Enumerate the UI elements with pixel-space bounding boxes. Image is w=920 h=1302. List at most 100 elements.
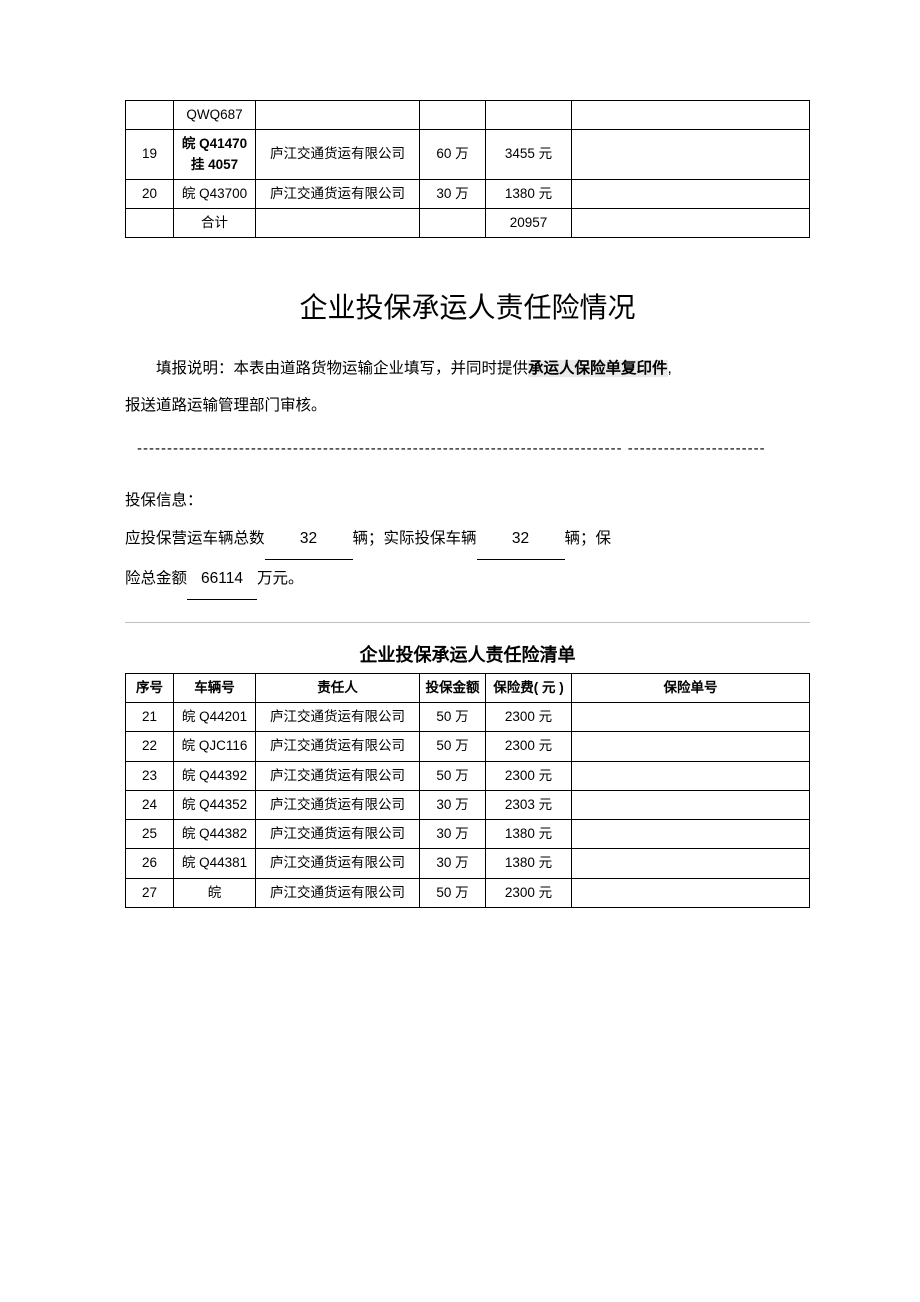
value-insured-vehicles: 32 bbox=[477, 520, 565, 560]
cell-responsible bbox=[256, 101, 420, 130]
cell-amount bbox=[420, 209, 486, 238]
cell-seq: 19 bbox=[126, 130, 174, 180]
cell-seq: 20 bbox=[126, 179, 174, 208]
cell-policy bbox=[572, 130, 810, 180]
instruction-paragraph: 填报说明：本表由道路货物运输企业填写，并同时提供承运人保险单复印件, bbox=[125, 350, 810, 387]
cell-amount: 50 万 bbox=[420, 703, 486, 732]
cell-responsible: 庐江交通货运有限公司 bbox=[256, 179, 420, 208]
label-total-amount: 险总金额 bbox=[125, 570, 187, 587]
value-total-vehicles: 32 bbox=[265, 520, 353, 560]
cell-policy bbox=[572, 849, 810, 878]
table-row: 26皖 Q44381庐江交通货运有限公司30 万1380 元 bbox=[126, 849, 810, 878]
cell-amount: 50 万 bbox=[420, 761, 486, 790]
cell-policy bbox=[572, 732, 810, 761]
list-title: 企业投保承运人责任险清单 bbox=[125, 641, 810, 667]
instruction-lead: 填报说明：本表由道路货物运输企业填写，并同时提供 bbox=[156, 360, 528, 377]
label-total-vehicles: 应投保营运车辆总数 bbox=[125, 530, 265, 547]
cell-seq: 26 bbox=[126, 849, 174, 878]
cell-amount: 50 万 bbox=[420, 732, 486, 761]
cell-responsible: 庐江交通货运有限公司 bbox=[256, 703, 420, 732]
cell-vehicle: 皖 Q44381 bbox=[174, 849, 256, 878]
cell-seq: 21 bbox=[126, 703, 174, 732]
cell-seq: 23 bbox=[126, 761, 174, 790]
cell-amount: 50 万 bbox=[420, 878, 486, 907]
horizontal-rule bbox=[125, 622, 810, 623]
cell-fee: 2300 元 bbox=[486, 703, 572, 732]
cell-vehicle: 皖 Q43700 bbox=[174, 179, 256, 208]
cell-policy bbox=[572, 820, 810, 849]
cell-fee bbox=[486, 101, 572, 130]
cell-policy bbox=[572, 878, 810, 907]
header-policy: 保险单号 bbox=[572, 673, 810, 702]
cell-fee: 1380 元 bbox=[486, 179, 572, 208]
cell-amount: 30 万 bbox=[420, 179, 486, 208]
cell-responsible: 庐江交通货运有限公司 bbox=[256, 732, 420, 761]
table-row: 22皖 QJC116庐江交通货运有限公司50 万2300 元 bbox=[126, 732, 810, 761]
unit-total-amount: 万元。 bbox=[257, 570, 304, 587]
cell-fee: 2300 元 bbox=[486, 878, 572, 907]
header-amount: 投保金额 bbox=[420, 673, 486, 702]
cell-vehicle: 皖 Q44392 bbox=[174, 761, 256, 790]
value-total-amount: 66114 bbox=[187, 560, 257, 600]
cell-responsible: 庐江交通货运有限公司 bbox=[256, 878, 420, 907]
cell-amount: 30 万 bbox=[420, 820, 486, 849]
page-title: 企业投保承运人责任险情况 bbox=[125, 286, 810, 326]
insurance-info-header: 投保信息： bbox=[125, 482, 810, 521]
unit-insured-vehicles: 辆；保 bbox=[565, 530, 612, 547]
top-table: QWQ68719皖 Q41470 挂 4057庐江交通货运有限公司60 万345… bbox=[125, 100, 810, 238]
table-header-row: 序号 车辆号 责任人 投保金额 保险费( 元 ) 保险单号 bbox=[126, 673, 810, 702]
insurance-info-line1: 应投保营运车辆总数32辆；实际投保车辆32辆；保 bbox=[125, 520, 810, 560]
cell-vehicle: 皖 Q41470 挂 4057 bbox=[174, 130, 256, 180]
cell-fee: 1380 元 bbox=[486, 820, 572, 849]
table-row: 19皖 Q41470 挂 4057庐江交通货运有限公司60 万3455 元 bbox=[126, 130, 810, 180]
cell-vehicle: 合计 bbox=[174, 209, 256, 238]
cell-seq: 24 bbox=[126, 790, 174, 819]
cell-policy bbox=[572, 179, 810, 208]
unit-total-vehicles: 辆；实际投保车辆 bbox=[353, 530, 477, 547]
cell-fee: 20957 bbox=[486, 209, 572, 238]
cell-responsible: 庐江交通货运有限公司 bbox=[256, 130, 420, 180]
cell-responsible: 庐江交通货运有限公司 bbox=[256, 790, 420, 819]
cell-vehicle: 皖 Q44352 bbox=[174, 790, 256, 819]
table-row: 25皖 Q44382庐江交通货运有限公司30 万1380 元 bbox=[126, 820, 810, 849]
table-row: 23皖 Q44392庐江交通货运有限公司50 万2300 元 bbox=[126, 761, 810, 790]
cell-fee: 1380 元 bbox=[486, 849, 572, 878]
document-page: QWQ68719皖 Q41470 挂 4057庐江交通货运有限公司60 万345… bbox=[0, 0, 920, 948]
cell-seq bbox=[126, 209, 174, 238]
instruction-tail1: , bbox=[668, 360, 672, 377]
cell-vehicle: 皖 bbox=[174, 878, 256, 907]
header-responsible: 责任人 bbox=[256, 673, 420, 702]
table-row: 20皖 Q43700庐江交通货运有限公司30 万1380 元 bbox=[126, 179, 810, 208]
header-fee: 保险费( 元 ) bbox=[486, 673, 572, 702]
cell-amount: 30 万 bbox=[420, 790, 486, 819]
cell-vehicle: QWQ687 bbox=[174, 101, 256, 130]
cell-policy bbox=[572, 209, 810, 238]
table-row: 21皖 Q44201庐江交通货运有限公司50 万2300 元 bbox=[126, 703, 810, 732]
cell-seq: 27 bbox=[126, 878, 174, 907]
cell-fee: 2300 元 bbox=[486, 761, 572, 790]
cell-amount: 60 万 bbox=[420, 130, 486, 180]
cell-policy bbox=[572, 703, 810, 732]
dashed-separator: ----------------------------------------… bbox=[125, 429, 810, 468]
cell-amount: 30 万 bbox=[420, 849, 486, 878]
cell-responsible: 庐江交通货运有限公司 bbox=[256, 820, 420, 849]
list-table: 序号 车辆号 责任人 投保金额 保险费( 元 ) 保险单号 21皖 Q44201… bbox=[125, 673, 810, 908]
cell-policy bbox=[572, 790, 810, 819]
cell-seq: 25 bbox=[126, 820, 174, 849]
table-row: 24皖 Q44352庐江交通货运有限公司30 万2303 元 bbox=[126, 790, 810, 819]
cell-fee: 2300 元 bbox=[486, 732, 572, 761]
header-seq: 序号 bbox=[126, 673, 174, 702]
cell-responsible: 庐江交通货运有限公司 bbox=[256, 761, 420, 790]
header-vehicle: 车辆号 bbox=[174, 673, 256, 702]
cell-fee: 2303 元 bbox=[486, 790, 572, 819]
table-row: QWQ687 bbox=[126, 101, 810, 130]
cell-vehicle: 皖 Q44382 bbox=[174, 820, 256, 849]
cell-amount bbox=[420, 101, 486, 130]
cell-seq: 22 bbox=[126, 732, 174, 761]
cell-vehicle: 皖 Q44201 bbox=[174, 703, 256, 732]
cell-seq bbox=[126, 101, 174, 130]
cell-policy bbox=[572, 761, 810, 790]
table-row: 合计 20957 bbox=[126, 209, 810, 238]
cell-vehicle: 皖 QJC116 bbox=[174, 732, 256, 761]
cell-responsible bbox=[256, 209, 420, 238]
